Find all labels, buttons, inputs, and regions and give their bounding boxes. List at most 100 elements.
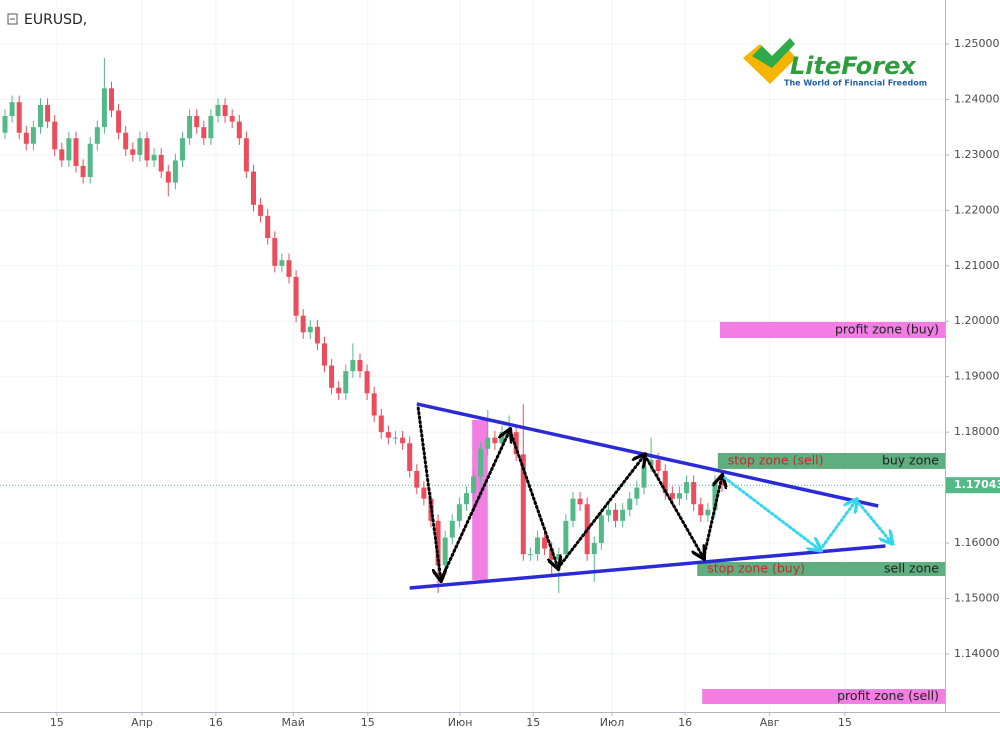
candle-body xyxy=(45,104,51,122)
candle-body xyxy=(563,520,569,555)
candle-body xyxy=(463,493,469,505)
x-tick-label: 15 xyxy=(838,716,852,729)
candles xyxy=(2,57,725,593)
axes: 1.25000 1.24000 1.23000 1.22000 1.21000 1.200… xyxy=(50,37,1000,729)
candle-body xyxy=(641,465,647,488)
candle-body xyxy=(265,215,271,239)
candle-body xyxy=(59,149,65,161)
candle-body xyxy=(378,415,384,433)
candle-body xyxy=(151,154,157,161)
candle-body xyxy=(243,138,249,172)
candle-body xyxy=(492,437,498,444)
zone xyxy=(697,562,945,576)
candle-body xyxy=(258,204,264,216)
candle-body xyxy=(165,171,171,183)
zone-label: profit zone (buy) xyxy=(835,321,939,336)
candle-body xyxy=(613,509,619,521)
x-tick-label: 15 xyxy=(361,716,375,729)
candle-body xyxy=(669,493,675,499)
candle-body xyxy=(23,132,29,144)
path-segment xyxy=(818,500,856,552)
candle-body xyxy=(9,102,15,117)
candle-body xyxy=(73,138,79,166)
candle-body xyxy=(343,371,349,394)
candle-body xyxy=(691,482,697,505)
candle-body xyxy=(421,487,427,499)
symbol-title: EURUSD, xyxy=(24,12,87,28)
logo-name: LiteForex xyxy=(790,52,917,80)
current-price-box xyxy=(946,477,1000,494)
candle-body xyxy=(371,393,377,416)
candle-body xyxy=(158,154,164,172)
x-tick-label: 15 xyxy=(526,716,540,729)
y-tick-label: 1.21000 xyxy=(954,259,1000,272)
candle-body xyxy=(705,509,711,516)
candle-body xyxy=(591,543,597,555)
path-segment xyxy=(439,430,510,582)
candle-body xyxy=(385,432,391,438)
candle-body xyxy=(94,127,100,144)
zone xyxy=(702,688,945,704)
candle-body xyxy=(534,537,540,555)
y-tick-label: 1.20000 xyxy=(954,314,1000,327)
candle-body xyxy=(471,476,477,494)
y-tick-label: 1.23000 xyxy=(954,148,1000,161)
x-tick-label: Июл xyxy=(600,716,625,729)
candle-body xyxy=(172,160,178,183)
zone-label: profit zone (sell) xyxy=(837,688,939,703)
candle-body xyxy=(449,520,455,538)
drawings-front: profit zone (buy) stop zone (sell) buy zon… xyxy=(409,321,939,703)
logo-tagline: The World of Financial Freedom xyxy=(784,79,927,88)
candle-body xyxy=(527,554,533,556)
zone xyxy=(719,321,945,338)
collapse-icon[interactable] xyxy=(7,13,18,25)
y-tick-label: 1.19000 xyxy=(954,370,1000,383)
candle-body xyxy=(37,104,43,128)
y-tick-label: 1.15000 xyxy=(954,591,1000,604)
path-segment xyxy=(508,428,558,568)
candle-body xyxy=(307,326,313,333)
candle-body xyxy=(605,509,611,516)
candle-body xyxy=(137,138,143,155)
candle-body xyxy=(179,138,185,161)
y-tick-label: 1.14000 xyxy=(954,647,1000,660)
candle-body xyxy=(286,260,292,277)
y-tick-label: 1.22000 xyxy=(954,203,1000,216)
candle-body xyxy=(321,343,327,366)
candle-body xyxy=(329,365,335,388)
candle-body xyxy=(357,360,363,372)
candle-body xyxy=(16,102,22,133)
zone-label: stop zone (buy) xyxy=(707,560,805,575)
candle-body xyxy=(187,116,193,139)
candle-body xyxy=(30,127,36,144)
zone-label: sell zone xyxy=(884,560,939,575)
candle-body xyxy=(485,437,491,449)
zone-label: stop zone (sell) xyxy=(728,452,824,467)
candle-body xyxy=(627,498,633,510)
candle-body xyxy=(350,360,356,372)
x-tick-label: Май xyxy=(282,716,305,729)
candle-body xyxy=(478,448,484,477)
candle-body xyxy=(620,509,626,521)
candle-body xyxy=(101,88,107,128)
candle-body xyxy=(272,238,278,266)
current-price-label: 1.17043 xyxy=(954,478,1000,491)
candle-body xyxy=(520,454,526,555)
candle-body xyxy=(712,482,718,510)
x-tick-label: Авг xyxy=(760,716,780,729)
candle-body xyxy=(570,498,576,521)
candle-body xyxy=(648,459,654,466)
candle-body xyxy=(215,104,221,117)
candle-body xyxy=(414,470,420,488)
candle-body xyxy=(194,116,200,128)
candle-body xyxy=(542,537,548,549)
y-tick-label: 1.25000 xyxy=(954,37,1000,50)
x-tick-label: 16 xyxy=(209,716,223,729)
x-tick-label: Июн xyxy=(448,716,473,729)
candle-body xyxy=(300,315,306,333)
candle-body xyxy=(279,260,285,266)
candle-body xyxy=(229,116,235,122)
y-tick-label: 1.24000 xyxy=(954,92,1000,105)
path-segment xyxy=(416,406,441,580)
